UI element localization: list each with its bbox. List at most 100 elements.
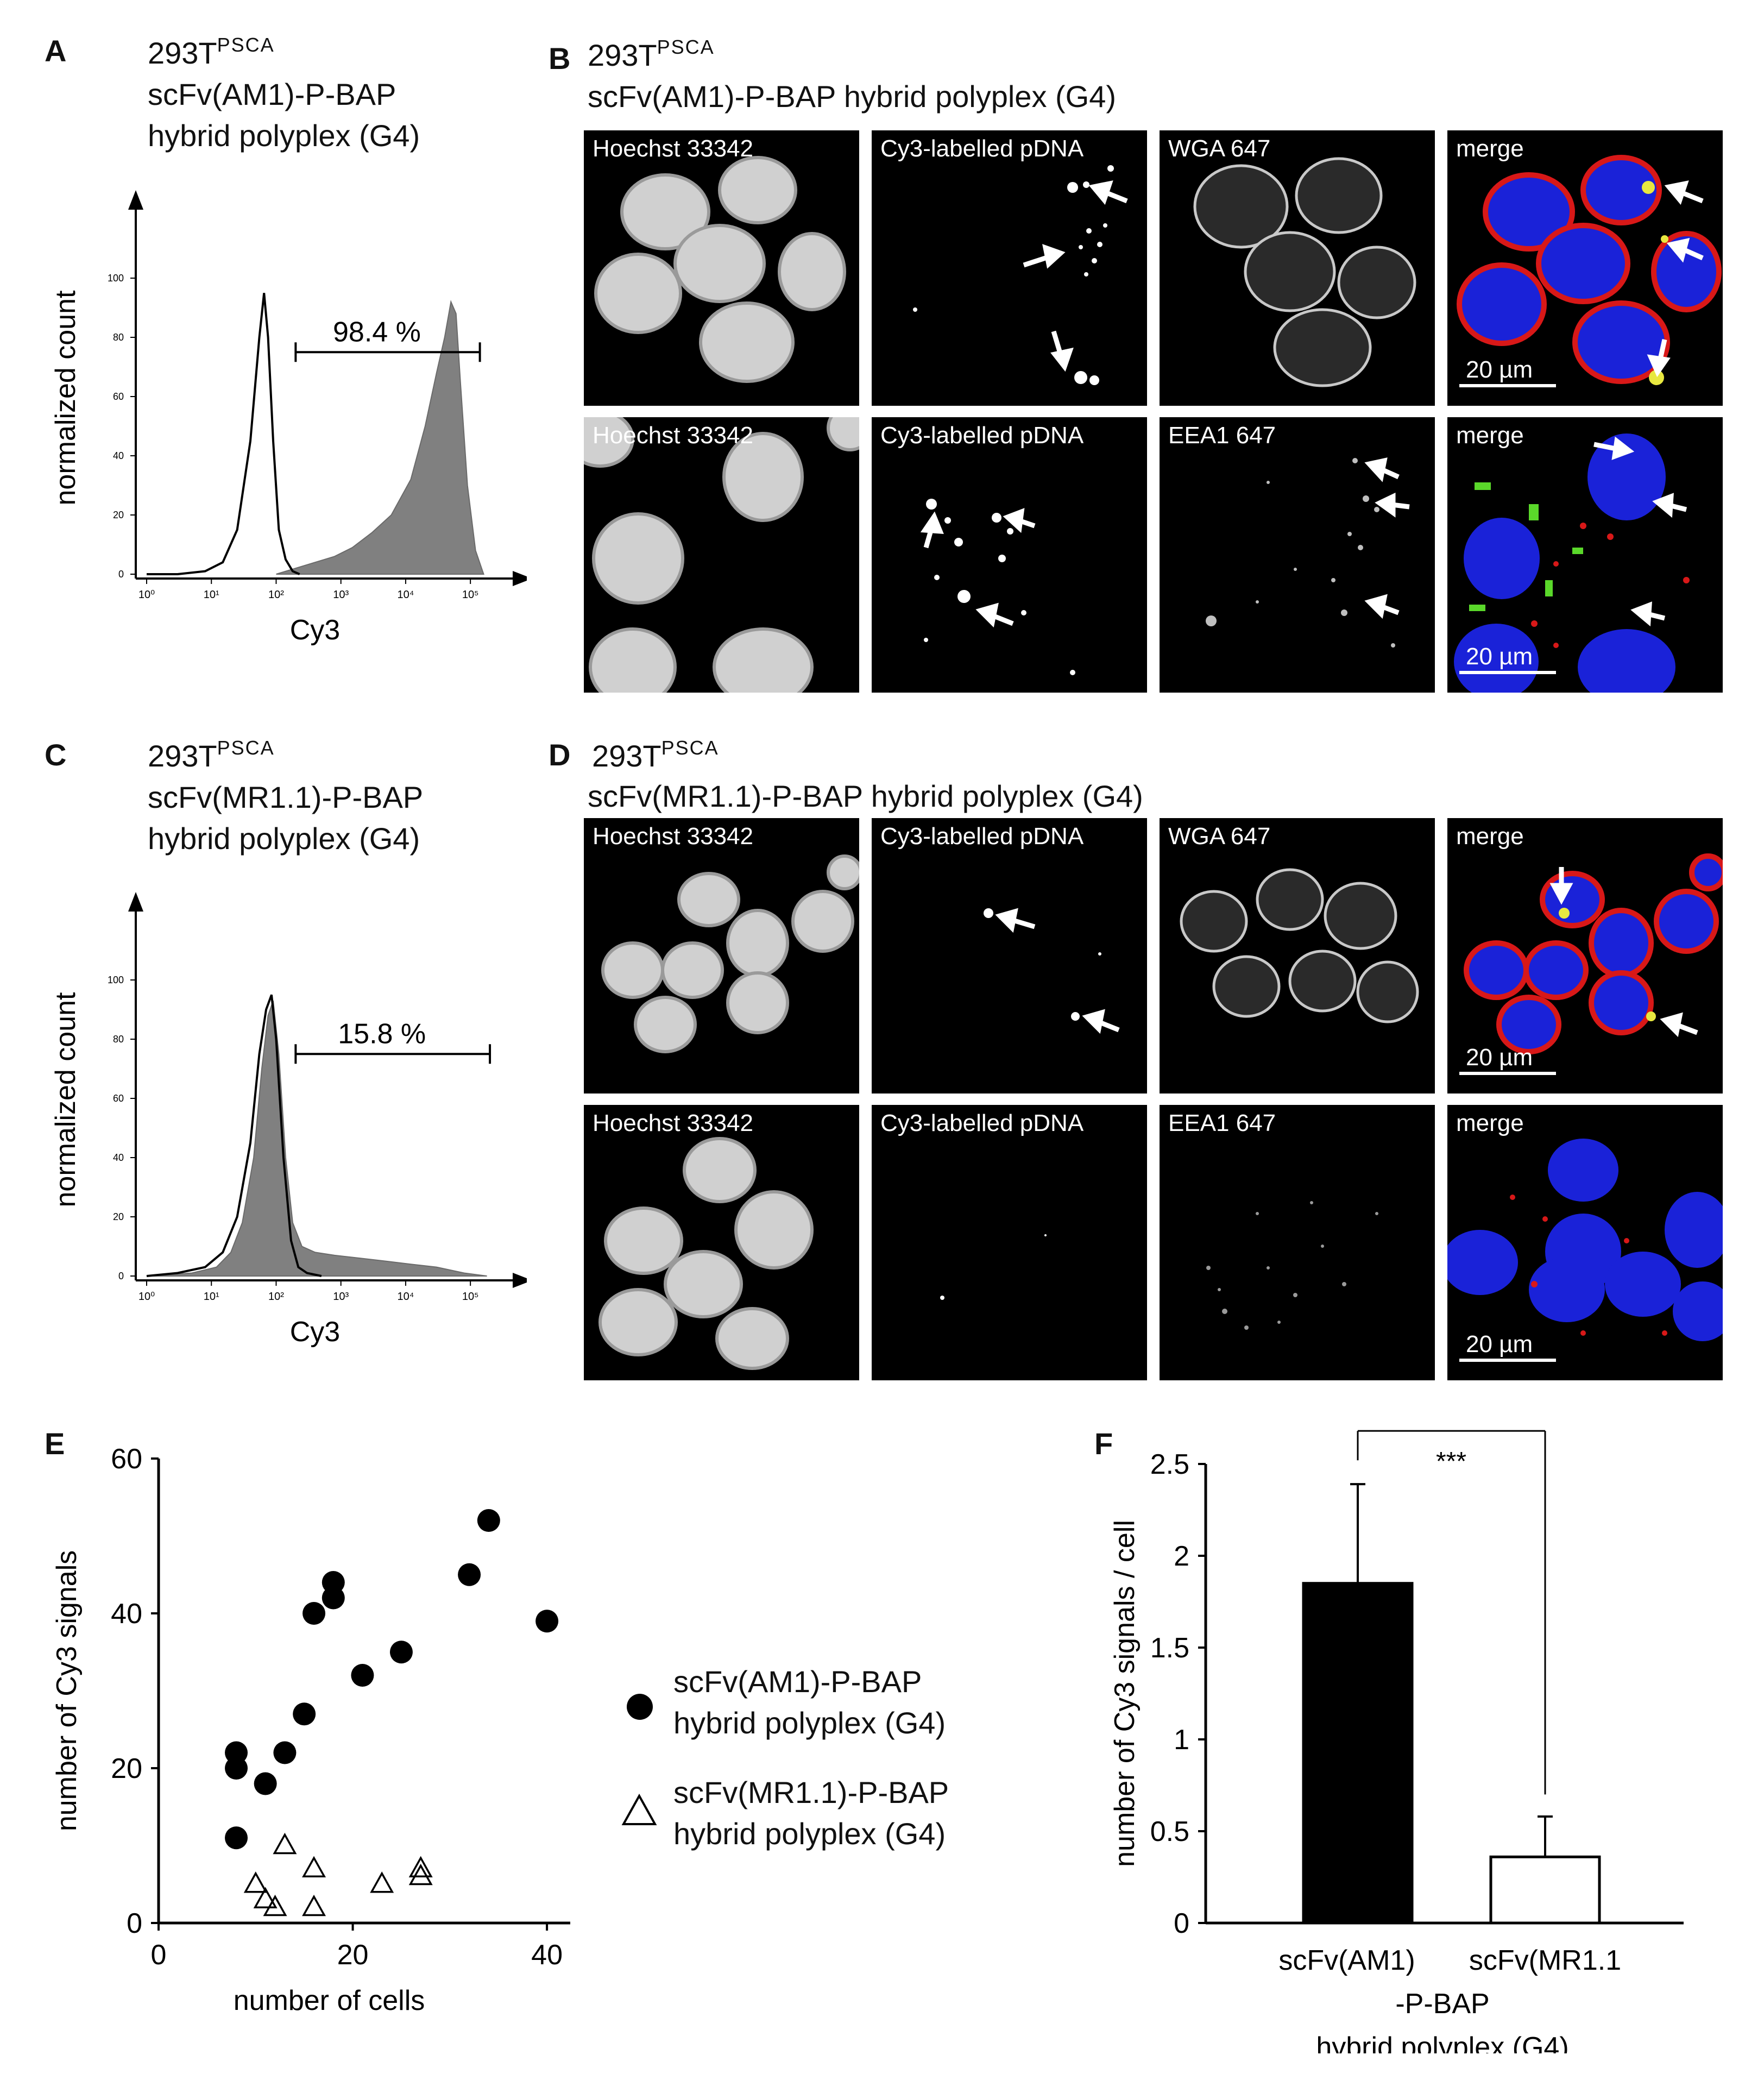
b-row1-scale-text: 20 µm (1466, 356, 1533, 383)
hist-a-y-tick-label: 20 (113, 510, 124, 520)
b-row1-cy3-label: Cy3-labelled pDNA (880, 135, 1084, 162)
d-row2-cy3-label: Cy3-labelled pDNA (880, 1110, 1084, 1136)
e-point-am1 (303, 1602, 326, 1625)
legend-mr-line2: hybrid polyplex (G4) (673, 1817, 946, 1851)
panel-label-e: E (45, 1426, 65, 1461)
e-point-mr11 (408, 1856, 433, 1877)
e-point-am1 (254, 1772, 277, 1795)
e-y-tick-label: 40 (111, 1598, 142, 1630)
f-y-tick-label: 2.5 (1150, 1449, 1189, 1480)
e-point-am1 (477, 1509, 500, 1532)
e-point-am1 (536, 1610, 559, 1633)
b-row2-scale-text: 20 µm (1466, 643, 1533, 670)
panel-label-a: A (45, 34, 67, 68)
e-x-tick-label: 20 (337, 1939, 369, 1971)
d-row2-eea1-image: EEA1 647 (1160, 1105, 1435, 1380)
e-point-mr11 (302, 1894, 326, 1916)
hist-c-outline-histogram (146, 994, 322, 1277)
f-category-label: scFv(MR1.1 (1469, 1945, 1621, 1976)
hist-c-y-tick-label: 60 (113, 1093, 124, 1104)
e-point-mr11 (370, 1871, 394, 1893)
b-row1-wga-label: WGA 647 (1168, 135, 1271, 162)
hist-a-gate-label: 98.4 % (333, 316, 421, 348)
b-row2-merge-label: merge (1456, 422, 1524, 449)
panel-label-f: F (1094, 1426, 1113, 1461)
scatter-chart-e: 0 20 40 60 0 20 40 number of cells number of Cy3… (51, 1443, 570, 2016)
panel-a-cell-line: 293TPSCA (148, 34, 275, 70)
legend-filled-circle-icon (627, 1694, 653, 1720)
hist-a-x-label: Cy3 (290, 614, 340, 646)
flow-histogram-a: 0 20 40 60 80 100 10⁰ 10¹ 10² 10³ 10⁴ 10⁵ Cy3 normali… (50, 190, 527, 646)
hist-a-filled-histogram (276, 300, 484, 575)
b-row1-hoechst-image: Hoechst 33342 (584, 130, 859, 406)
hist-c-y-tick-label: 80 (113, 1034, 124, 1045)
f-x-label-line2: -P-BAP (1395, 1988, 1489, 2020)
hist-a-x-tick-label: 10⁰ (138, 589, 155, 601)
b-row1-scale-bar (1459, 384, 1556, 387)
hist-c-filled-histogram (146, 1000, 487, 1277)
e-y-tick-label: 0 (127, 1908, 142, 1939)
d-row1-cy3-image: Cy3-labelled pDNA (872, 818, 1147, 1094)
panel-label-b: B (549, 41, 571, 76)
hist-c-y-tick-label: 20 (113, 1211, 124, 1222)
e-point-am1 (322, 1571, 345, 1594)
panel-c-construct: scFv(MR1.1)-P-BAP (148, 780, 424, 814)
e-point-mr11 (273, 1832, 297, 1855)
hist-c-y-tick-label: 0 (118, 1271, 124, 1281)
b-row2-hoechst-image: Hoechst 33342 (584, 417, 859, 693)
hist-c-y-arrow (128, 892, 143, 912)
e-point-am1 (225, 1826, 248, 1850)
d-row2-hoechst-image: Hoechst 33342 (584, 1105, 859, 1380)
b-row1-merge-label: merge (1456, 135, 1524, 162)
d-row1-cy3-label: Cy3-labelled pDNA (880, 823, 1084, 850)
legend-open-triangle-icon (621, 1793, 657, 1825)
hist-c-y-label: normalized count (50, 992, 81, 1208)
hist-c-gate-label: 15.8 % (338, 1018, 426, 1050)
legend-am1-line1: scFv(AM1)-P-BAP (673, 1664, 922, 1699)
panel-b-cell-line: 293TPSCA (588, 36, 715, 72)
hist-c-x-tick-label: 10⁰ (138, 1291, 155, 1303)
panel-d-cell-line: 293TPSCA (592, 737, 719, 773)
d-row1-hoechst-image: Hoechst 33342 (584, 818, 859, 1094)
d-row1-merge-image: merge 20 µm (1447, 818, 1723, 1094)
f-significance-stars: *** (1436, 1447, 1466, 1476)
hist-a-outline-histogram (147, 293, 300, 575)
d-row2-scale-text: 20 µm (1466, 1331, 1533, 1358)
hist-c-x-tick-label: 10¹ (204, 1291, 219, 1303)
hist-a-x-tick-label: 10⁴ (398, 589, 414, 601)
e-point-mr11 (243, 1871, 268, 1893)
panel-d-title: scFv(MR1.1)-P-BAP hybrid polyplex (G4) (588, 779, 1143, 813)
e-point-mr11 (408, 1863, 433, 1886)
e-point-am1 (273, 1741, 297, 1764)
d-row2-cy3-image: Cy3-labelled pDNA (872, 1105, 1147, 1380)
legend-am1-line2: hybrid polyplex (G4) (673, 1706, 946, 1740)
b-row2-hoechst-label: Hoechst 33342 (593, 422, 753, 449)
b-row2-cy3-label: Cy3-labelled pDNA (880, 422, 1084, 449)
e-point-am1 (225, 1741, 248, 1764)
d-row1-wga-label: WGA 647 (1168, 823, 1271, 850)
e-point-am1 (293, 1702, 316, 1726)
b-row2-cy3-image: Cy3-labelled pDNA (872, 417, 1147, 693)
panel-label-d: D (549, 738, 571, 772)
f-x-label-line3: hybrid polyplex (G4) (1316, 2032, 1568, 2053)
hist-a-y-tick-label: 60 (113, 391, 124, 402)
e-point-am1 (351, 1664, 374, 1687)
b-row2-merge-image: merge 20 µm (1447, 417, 1723, 693)
b-row2-eea1-label: EEA1 647 (1168, 422, 1276, 449)
hist-c-x-tick-label: 10⁵ (462, 1291, 479, 1303)
d-row1-merge-label: merge (1456, 823, 1524, 850)
e-point-am1 (458, 1563, 481, 1586)
hist-a-x-arrow (513, 571, 527, 586)
panel-b-title: scFv(AM1)-P-BAP hybrid polyplex (G4) (588, 79, 1116, 114)
e-y-tick-label: 20 (111, 1753, 142, 1784)
d-row1-scale-text: 20 µm (1466, 1044, 1533, 1071)
panel-c-cell-line: 293TPSCA (148, 737, 275, 773)
e-x-tick-label: 0 (151, 1939, 167, 1971)
f-y-tick-label: 0.5 (1150, 1816, 1189, 1847)
hist-a-x-tick-label: 10² (268, 589, 284, 601)
b-row1-merge-image: merge 20 µm (1447, 130, 1723, 406)
e-point-am1 (389, 1641, 413, 1664)
d-row2-eea1-label: EEA1 647 (1168, 1110, 1276, 1136)
e-point-mr11 (253, 1887, 278, 1908)
d-row2-scale-bar (1459, 1359, 1556, 1362)
